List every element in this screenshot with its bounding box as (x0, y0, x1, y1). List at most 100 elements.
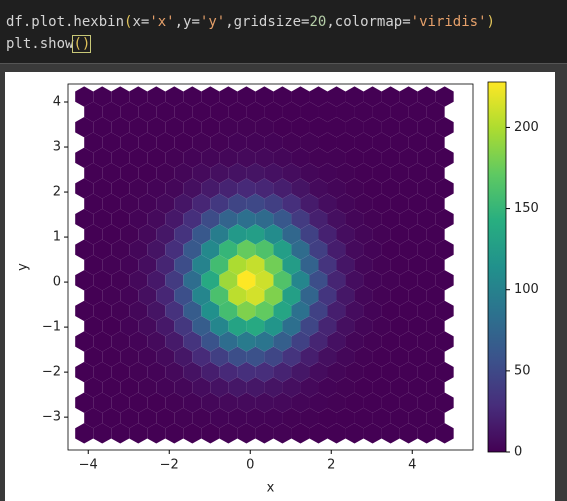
hexagon (219, 392, 238, 413)
hexagon (399, 86, 418, 107)
hexagon (156, 132, 175, 153)
hexagon (318, 224, 337, 245)
code-cell[interactable]: df.plot.hexbin(x='x',y='y',gridsize=20,c… (0, 0, 567, 64)
hexagon (363, 270, 382, 291)
hexagon (381, 147, 400, 169)
hexagon (210, 346, 229, 368)
hexagon (210, 224, 229, 245)
hexagon (381, 423, 400, 444)
hexagon (300, 193, 319, 214)
hexagon (345, 86, 364, 107)
code-token: ) (486, 14, 495, 30)
hexagon (129, 147, 148, 169)
hexagon (354, 346, 373, 368)
hexagon (111, 208, 130, 230)
hexagon (345, 239, 364, 260)
hexagon (129, 239, 148, 260)
hexagon (183, 147, 202, 169)
hexagon (75, 270, 94, 291)
hexagon (300, 162, 319, 184)
hexagon (345, 147, 364, 169)
hexagon (84, 407, 103, 429)
hexagon (309, 392, 328, 413)
hexagon (165, 270, 184, 291)
hexagon (273, 331, 292, 352)
hexagon (75, 117, 94, 138)
hexagon (219, 300, 238, 322)
hexagon (102, 132, 121, 153)
hexagon (354, 285, 373, 306)
hexagon (255, 300, 274, 322)
hexagon (228, 285, 247, 306)
hexagon (264, 285, 283, 306)
hexagon (228, 132, 247, 153)
code-line: df.plot.hexbin(x='x',y='y',gridsize=20,c… (6, 11, 561, 33)
hexagon (165, 147, 184, 169)
hexagon (282, 407, 301, 429)
hexagon (390, 346, 409, 368)
hexagon (246, 162, 265, 184)
hexagon (327, 178, 346, 199)
hexagon (192, 346, 211, 368)
y-tick-label: −1 (42, 320, 61, 335)
hexagon (120, 285, 139, 306)
hexagon (246, 407, 265, 429)
hexagon (228, 377, 247, 398)
hexagon (201, 178, 220, 199)
hexagon (201, 117, 220, 138)
hexagon (246, 101, 265, 123)
hexagon (147, 270, 166, 291)
colorbar-tick-label: 50 (514, 363, 531, 378)
hexagon (345, 331, 364, 352)
hexagon (354, 254, 373, 276)
hexagon (273, 361, 292, 383)
hexagon (390, 316, 409, 337)
hexagon (291, 300, 310, 322)
colorbar-tick-label: 150 (514, 201, 539, 216)
hexagon (138, 162, 157, 184)
y-tick-label: −2 (42, 365, 61, 380)
hexagon (201, 239, 220, 260)
hexagon (300, 132, 319, 153)
hexagon (93, 300, 112, 322)
hexagon (435, 178, 454, 199)
hexagon (327, 270, 346, 291)
hexagon (426, 377, 445, 398)
hexagon (435, 208, 454, 230)
hexagon (111, 239, 130, 260)
hexagon (156, 285, 175, 306)
hexagon (291, 117, 310, 138)
hexagon (318, 407, 337, 429)
hexagon (84, 132, 103, 153)
hexagon (309, 178, 328, 199)
hexagon (192, 407, 211, 429)
hexagon (147, 147, 166, 169)
hexagon (426, 346, 445, 368)
hexagon (120, 377, 139, 398)
hexagon (255, 208, 274, 230)
hexagon (282, 193, 301, 214)
hexagon (336, 285, 355, 306)
hexagon (282, 162, 301, 184)
hexagon (210, 377, 229, 398)
hexagon (318, 132, 337, 153)
hexagon (93, 423, 112, 444)
hexagon (273, 208, 292, 230)
hexagon (426, 285, 445, 306)
hexagon (435, 147, 454, 169)
hexagon (300, 285, 319, 306)
hexagon (417, 361, 436, 383)
hexagon (345, 178, 364, 199)
y-tick-label: 1 (53, 230, 61, 245)
hexagon (318, 101, 337, 123)
hexagon (381, 392, 400, 413)
chart: −4 −2 0 2 4 −3 −2 −1 0 1 2 3 4 x y 0 50 100 150 200 (5, 72, 555, 501)
hexagon (381, 361, 400, 383)
hexagon (120, 224, 139, 245)
hexagon (372, 285, 391, 306)
hexagon (165, 178, 184, 199)
hexagon (435, 117, 454, 138)
hexagon (408, 101, 427, 123)
axes-frame (67, 83, 474, 451)
hexagon (246, 285, 265, 306)
